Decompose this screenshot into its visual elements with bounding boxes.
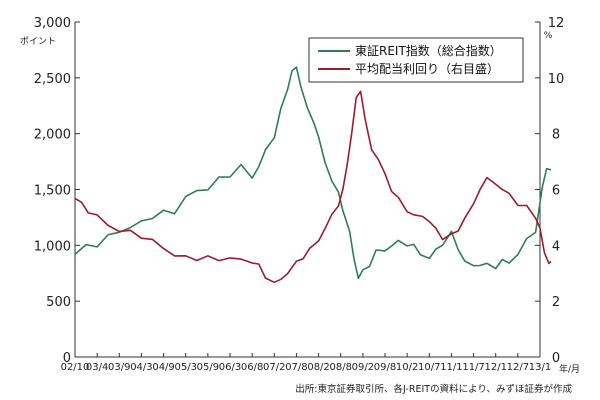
left-tick-label: 1,500 <box>34 184 71 199</box>
left-axis-unit: ポイント <box>20 36 56 47</box>
x-tick-label: 02/10 <box>61 362 90 373</box>
x-tick-label: 05/9 <box>197 362 219 373</box>
x-tick-label: 09/8 <box>374 362 396 373</box>
x-tick-label: 11/7 <box>462 362 484 373</box>
right-tick-label: 12 <box>548 16 565 31</box>
left-tick-label: 500 <box>46 295 71 310</box>
right-tick-label: 8 <box>552 128 560 143</box>
x-tick-label: 03/4 <box>86 362 108 373</box>
source-note: 出所:東京証券取引所、各J-REITの資料により、みずほ証券が作成 <box>295 383 572 395</box>
x-tick-label: 03/9 <box>108 362 130 373</box>
x-tick-label: 06/8 <box>241 362 263 373</box>
x-tick-label: 10/2 <box>396 362 418 373</box>
right-tick-label: 2 <box>552 295 560 310</box>
left-tick-label: 3,000 <box>34 16 71 31</box>
legend-box <box>308 37 524 83</box>
x-tick-label: 12/1 <box>484 362 506 373</box>
x-tick-label: 12/7 <box>507 362 529 373</box>
right-tick-label: 4 <box>552 239 560 254</box>
x-tick-label: 04/3 <box>130 362 152 373</box>
x-tick-label: 07/8 <box>285 362 307 373</box>
legend-label-reit: 東証REIT指数（総合指数） <box>355 43 502 58</box>
x-tick-label: 13/1 <box>529 362 551 373</box>
x-tick-label: 11/1 <box>440 362 462 373</box>
left-tick-label: 1,000 <box>34 239 71 254</box>
right-axis-unit: % <box>544 31 553 41</box>
x-tick-label: 04/9 <box>152 362 174 373</box>
x-tick-label: 08/2 <box>307 362 329 373</box>
left-tick-label: 0 <box>63 351 71 366</box>
legend-label-yield: 平均配当利回り（右目盛） <box>355 61 499 76</box>
x-tick-label: 06/3 <box>219 362 241 373</box>
right-axis-ticks: 0 2 4 6 8 10 12 <box>535 16 564 366</box>
right-tick-label: 6 <box>552 184 560 199</box>
x-tick-label: 07/2 <box>263 362 285 373</box>
right-tick-label: 10 <box>548 72 565 87</box>
legend: 東証REIT指数（総合指数） 平均配当利回り（右目盛） <box>308 37 524 83</box>
left-tick-label: 2,000 <box>34 128 71 143</box>
x-tick-label: 08/8 <box>329 362 351 373</box>
dividend-yield-line <box>74 90 552 284</box>
x-axis-unit: 年/月 <box>559 363 580 375</box>
right-tick-label: 0 <box>552 351 560 366</box>
reit-index-line <box>74 66 552 280</box>
series-lines <box>74 66 552 284</box>
left-axis-ticks: 0 500 1,000 1,500 2,000 2,500 3,000 <box>34 16 80 366</box>
x-tick-label: 10/7 <box>418 362 440 373</box>
x-tick-label: 05/3 <box>174 362 196 373</box>
x-tick-label: 09/2 <box>352 362 374 373</box>
left-tick-label: 2,500 <box>34 72 71 87</box>
